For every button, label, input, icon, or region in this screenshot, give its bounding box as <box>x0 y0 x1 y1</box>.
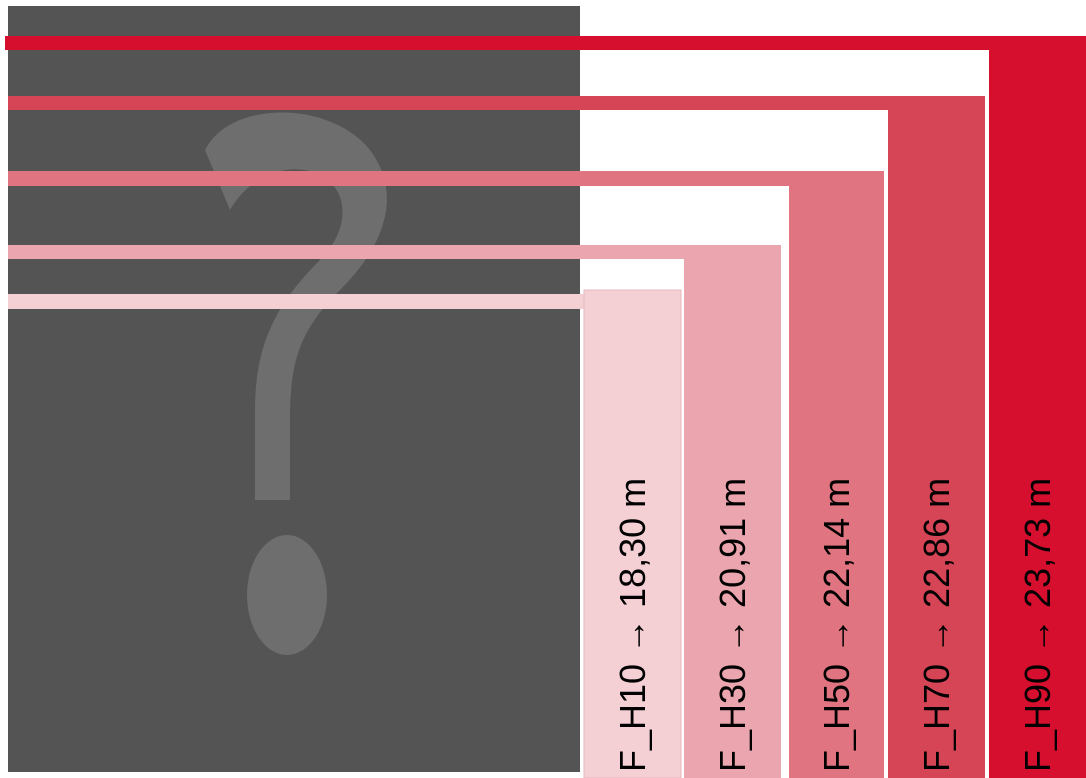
bar <box>789 171 884 778</box>
bar-label: F_H30 → 20,91 m <box>712 478 753 772</box>
level-line <box>5 36 1086 50</box>
level-line <box>8 171 884 186</box>
bar <box>888 96 985 778</box>
bar-label: F_H90 → 23,73 m <box>1017 478 1058 772</box>
level-line <box>8 96 985 110</box>
bar-label: F_H50 → 22,14 m <box>816 478 857 772</box>
bar <box>989 36 1086 778</box>
level-line <box>8 245 781 259</box>
bar <box>583 289 682 778</box>
bar <box>684 245 781 778</box>
bar-label: F_H70 → 22,86 m <box>916 478 957 772</box>
bar-label: F_H10 → 18,30 m <box>612 478 653 772</box>
level-line <box>8 294 681 309</box>
